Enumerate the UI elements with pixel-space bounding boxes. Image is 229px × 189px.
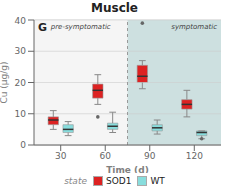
svg-text:Cu (µg/g): Cu (µg/g) bbox=[8, 61, 9, 103]
svg-text:90: 90 bbox=[144, 151, 156, 161]
html-text:state: state bbox=[64, 176, 87, 186]
svg-text:30: 30 bbox=[55, 151, 67, 161]
svg-text:pre-symptomatic: pre-symptomatic bbox=[50, 23, 111, 31]
svg-text:10: 10 bbox=[15, 109, 27, 119]
svg-text:0: 0 bbox=[20, 140, 26, 150]
svg-text:30: 30 bbox=[15, 46, 27, 56]
svg-text:40: 40 bbox=[15, 16, 27, 26]
html-text:SOD1: SOD1 bbox=[106, 176, 132, 186]
html-text:Muscle: Muscle bbox=[91, 1, 138, 15]
svg-text:symptomatic: symptomatic bbox=[171, 23, 217, 31]
svg-text:120: 120 bbox=[186, 151, 203, 161]
svg-text:Time (d): Time (d) bbox=[106, 165, 149, 173]
html-text:WT: WT bbox=[150, 176, 165, 186]
svg-text:20: 20 bbox=[15, 78, 27, 88]
svg-text:60: 60 bbox=[100, 151, 112, 161]
html-text:G: G bbox=[38, 21, 47, 34]
